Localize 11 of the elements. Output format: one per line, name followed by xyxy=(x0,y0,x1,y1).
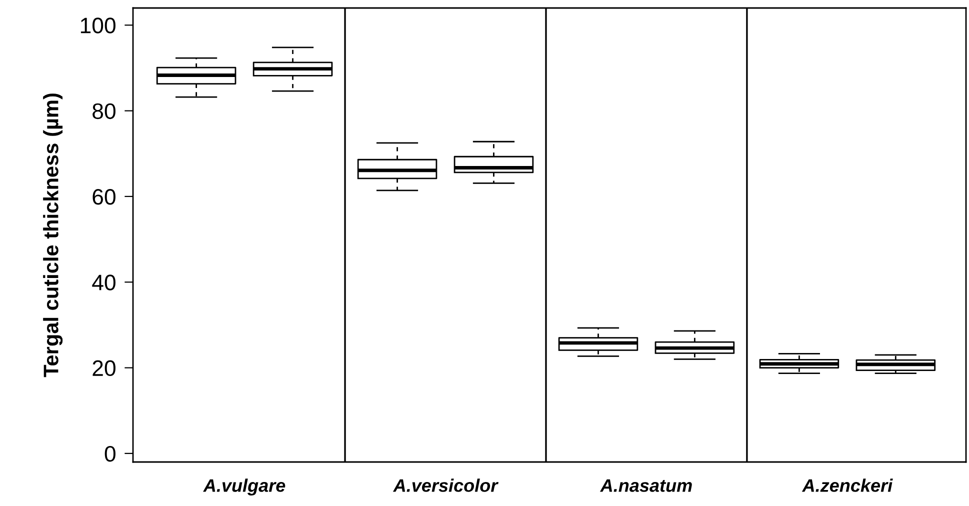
x-tick-label: A.vulgare xyxy=(203,478,286,496)
y-tick-label: 20 xyxy=(92,360,116,376)
y-axis-title: Tergal cuticle thickness (µm) xyxy=(43,94,63,378)
y-tick-label: 0 xyxy=(104,446,116,462)
y-tick-label: 80 xyxy=(92,103,116,120)
x-tick-label: A.nasatum xyxy=(600,479,692,492)
y-tick-label: 40 xyxy=(92,274,116,290)
y-tick-label: 100 xyxy=(80,18,116,34)
x-tick-label: A.versicolor xyxy=(392,478,499,492)
x-tick-label: A.zenckeri xyxy=(802,478,893,492)
y-tick-label: 60 xyxy=(92,188,116,205)
